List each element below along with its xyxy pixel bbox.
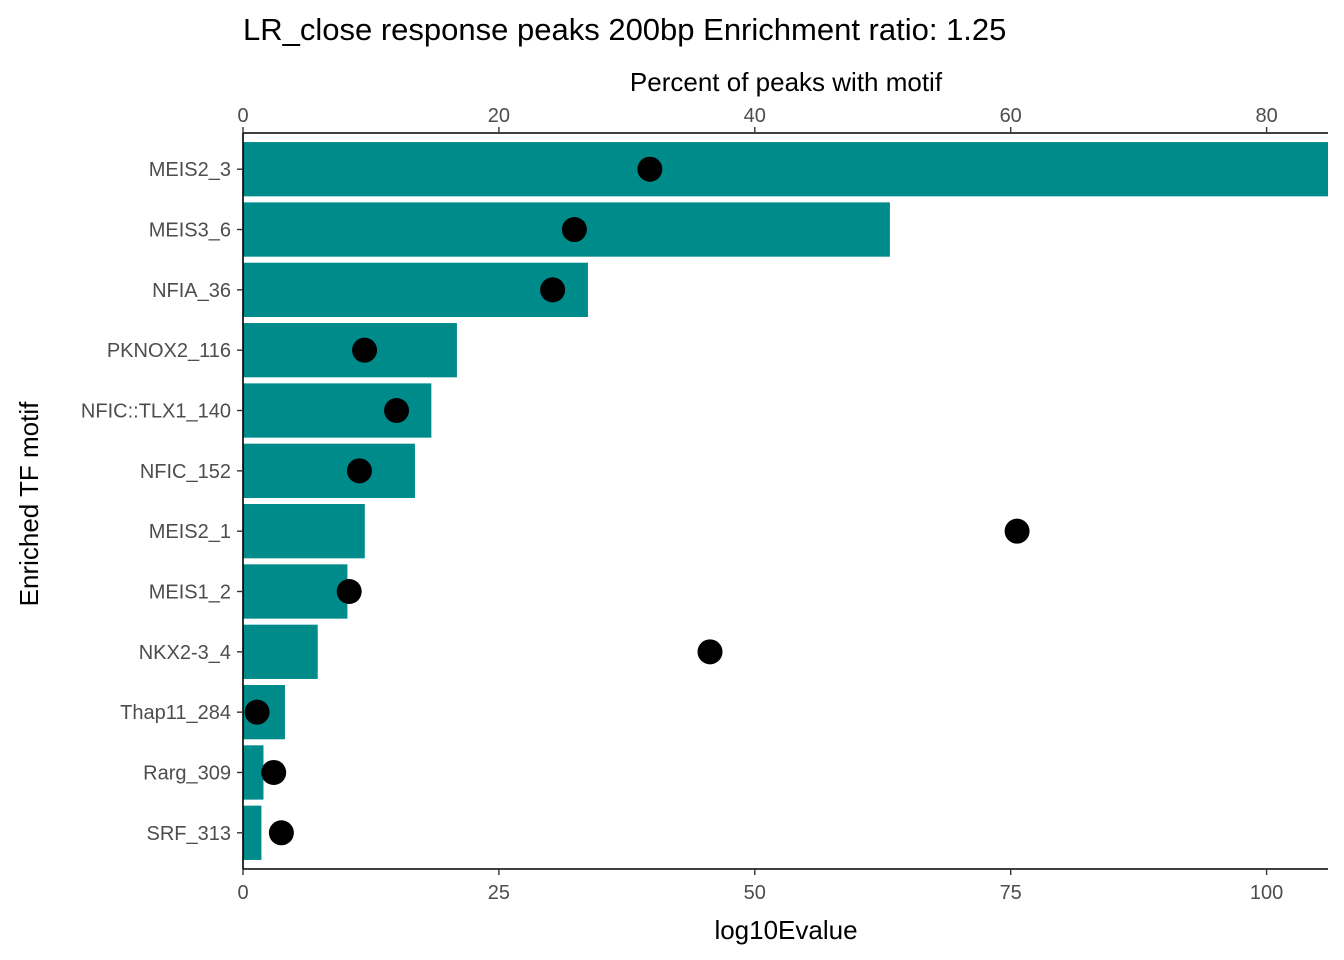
- point: [637, 156, 663, 182]
- chart-title: LR_close response peaks 200bp Enrichment…: [243, 12, 1006, 47]
- point: [346, 458, 372, 484]
- y-tick-label: MEIS2_1: [149, 521, 231, 543]
- y-tick-label: NKX2-3_4: [139, 642, 231, 664]
- y-tick-label: Rarg_309: [143, 762, 231, 784]
- x-axis-bottom-title: log10Evalue: [714, 915, 857, 945]
- bar: [243, 323, 457, 378]
- y-tick-label: NFIC_152: [140, 461, 231, 483]
- point: [561, 217, 587, 243]
- x-bottom-tick-label: 25: [488, 882, 510, 904]
- y-axis-title: Enriched TF motif: [14, 401, 44, 606]
- bar: [243, 443, 415, 498]
- point: [352, 337, 378, 363]
- bar: [243, 504, 365, 559]
- x-top-tick-label: 60: [1000, 105, 1022, 127]
- point: [540, 277, 566, 303]
- y-tick-label: MEIS3_6: [149, 220, 231, 242]
- bar: [243, 805, 262, 860]
- y-tick-label: MEIS1_2: [149, 581, 231, 603]
- bar: [243, 564, 348, 619]
- point: [697, 639, 723, 665]
- point: [268, 820, 294, 846]
- y-tick-label: NFIA_36: [152, 280, 231, 302]
- y-tick-label: NFIC::TLX1_140: [81, 401, 231, 423]
- x-axis-top-title: Percent of peaks with motif: [630, 67, 943, 97]
- bar: [243, 142, 1328, 197]
- point: [384, 398, 410, 424]
- point: [336, 578, 362, 604]
- point: [261, 759, 287, 785]
- x-top-tick-label: 0: [237, 105, 248, 127]
- bar: [243, 262, 588, 317]
- bar: [243, 745, 264, 800]
- x-top-tick-label: 20: [488, 105, 510, 127]
- y-tick-label: MEIS2_3: [149, 159, 231, 181]
- x-bottom-tick-label: 0: [237, 882, 248, 904]
- x-top-tick-label: 40: [744, 105, 766, 127]
- plot-area: MEIS2_3MEIS3_6NFIA_36PKNOX2_116NFIC::TLX…: [81, 105, 1328, 904]
- x-top-tick-label: 80: [1255, 105, 1277, 127]
- x-bottom-tick-label: 100: [1250, 882, 1283, 904]
- x-bottom-tick-label: 50: [744, 882, 766, 904]
- y-tick-label: SRF_313: [147, 823, 232, 845]
- x-bottom-tick-label: 75: [1000, 882, 1022, 904]
- point: [1004, 518, 1030, 544]
- y-tick-label: PKNOX2_116: [107, 340, 231, 362]
- point: [244, 699, 270, 725]
- bar: [243, 624, 318, 679]
- y-tick-label: Thap11_284: [120, 702, 231, 724]
